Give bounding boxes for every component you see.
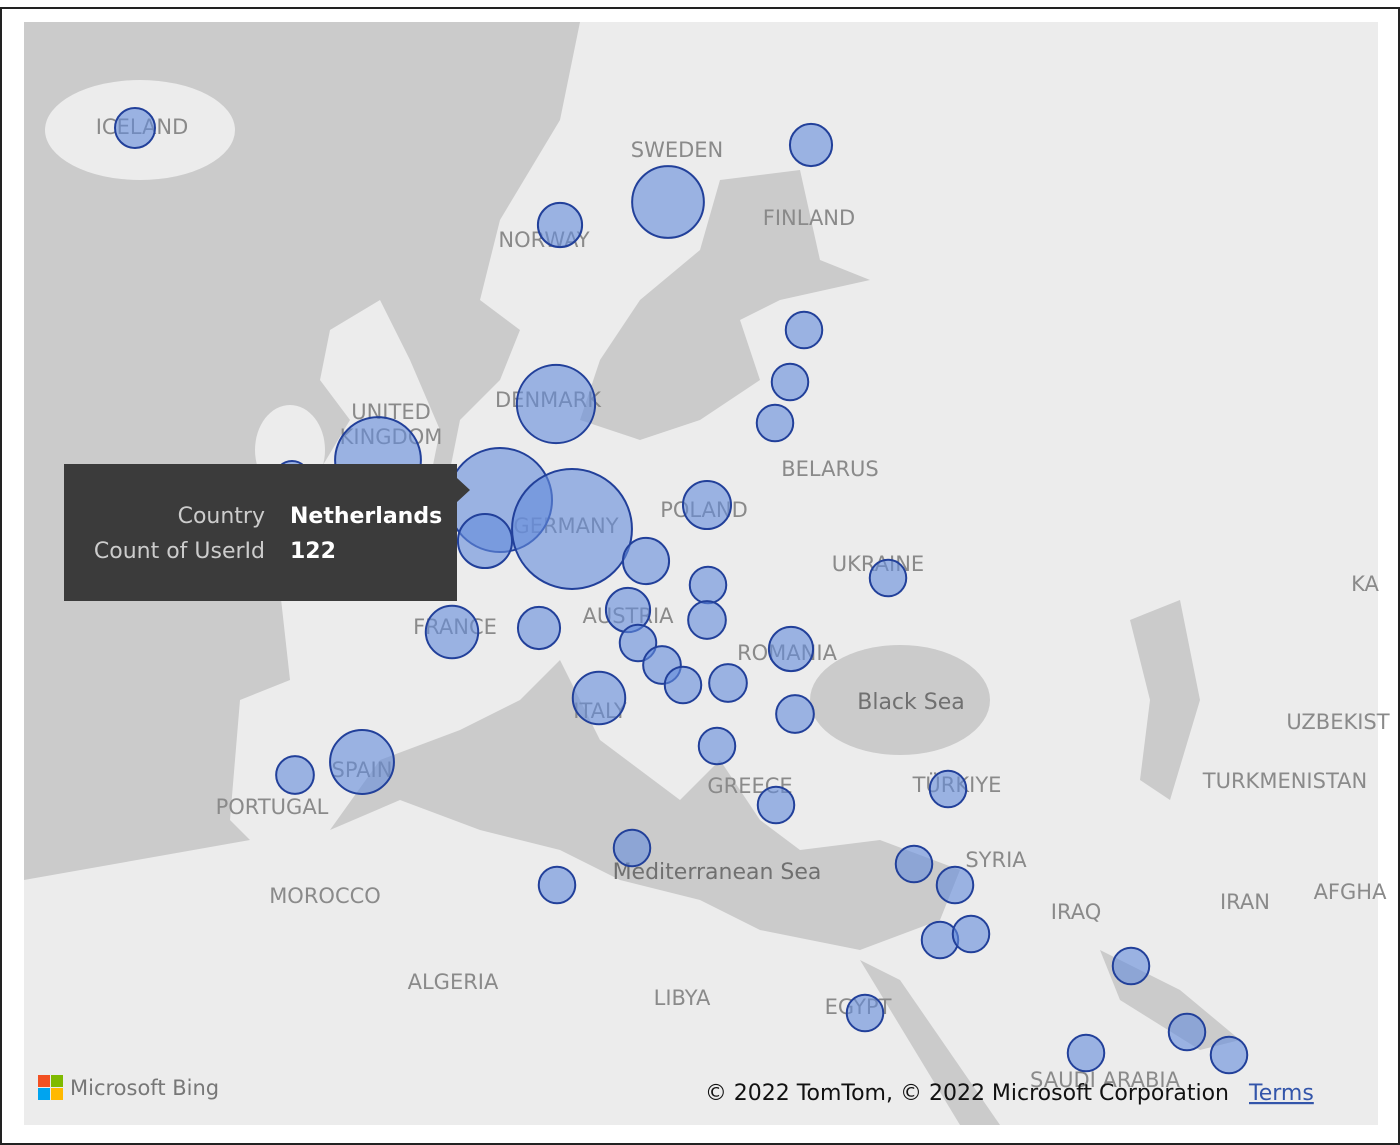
place-label: Black Sea	[857, 690, 965, 715]
bubbles	[114, 107, 1249, 1075]
place-label: MOROCCO	[269, 884, 381, 908]
bubble	[708, 663, 748, 703]
bubble	[424, 604, 480, 660]
tooltip-key: Country	[178, 504, 265, 529]
bubble	[688, 565, 728, 605]
place-label: ALGERIA	[408, 970, 499, 994]
bubble	[770, 362, 810, 402]
place-label: BELARUS	[781, 457, 879, 481]
place-label: SWEDEN	[631, 138, 724, 162]
bubble	[114, 107, 156, 149]
bubble	[845, 993, 885, 1033]
bubble	[894, 844, 934, 884]
bing-logo: Microsoft Bing	[38, 1075, 219, 1100]
bubble	[515, 363, 597, 445]
bubble	[687, 600, 727, 640]
place-label: TURKMENISTAN	[1202, 769, 1367, 793]
bubble	[516, 605, 562, 651]
bubble	[275, 755, 315, 795]
bubble	[755, 403, 795, 443]
bubble	[935, 865, 975, 905]
bubble	[612, 828, 652, 868]
bubble	[456, 512, 514, 570]
brand: Microsoft Bing	[70, 1076, 219, 1100]
tooltip-value: Netherlands	[290, 504, 442, 529]
bubble	[697, 726, 737, 766]
bubble	[1209, 1035, 1249, 1075]
bubble	[788, 122, 834, 168]
bubble	[681, 479, 733, 531]
bubble	[329, 729, 395, 795]
place-label: LIBYA	[654, 986, 711, 1010]
bubble	[621, 536, 671, 586]
bubble	[767, 625, 815, 673]
place-label: PORTUGAL	[216, 795, 329, 819]
place-label: Mediterranean Sea	[613, 860, 822, 885]
bubble	[1167, 1012, 1207, 1052]
place-label: KA	[1351, 572, 1379, 596]
place-label: SAUDI ARABIA	[1030, 1068, 1181, 1092]
place-label: IRAN	[1220, 890, 1270, 914]
bubble	[571, 670, 627, 726]
tooltip: Country Netherlands Count of UserId 122	[64, 464, 470, 601]
bubble	[951, 914, 991, 954]
bubble	[663, 665, 703, 705]
bubble	[1066, 1033, 1106, 1073]
place-label: SYRIA	[965, 848, 1027, 872]
bubble	[928, 769, 968, 809]
bubble	[784, 310, 824, 350]
terms-link[interactable]: Terms	[1248, 1081, 1314, 1106]
tooltip-key: Count of UserId	[94, 539, 265, 564]
place-label: FINLAND	[763, 206, 855, 230]
tooltip-value: 122	[290, 539, 336, 564]
place-label: AFGHA	[1314, 880, 1388, 904]
place-label: UZBEKIST	[1286, 710, 1389, 734]
place-label: IRAQ	[1051, 900, 1101, 924]
bubble	[756, 785, 796, 825]
bubble	[537, 865, 577, 905]
bubble	[511, 468, 633, 590]
copyright: © 2022 TomTom, © 2022 Microsoft Corporat…	[705, 1081, 1229, 1106]
bubble	[631, 165, 705, 239]
bubble	[536, 201, 584, 249]
bubble	[868, 558, 908, 598]
bubble	[775, 694, 815, 734]
bubble	[1111, 946, 1151, 986]
